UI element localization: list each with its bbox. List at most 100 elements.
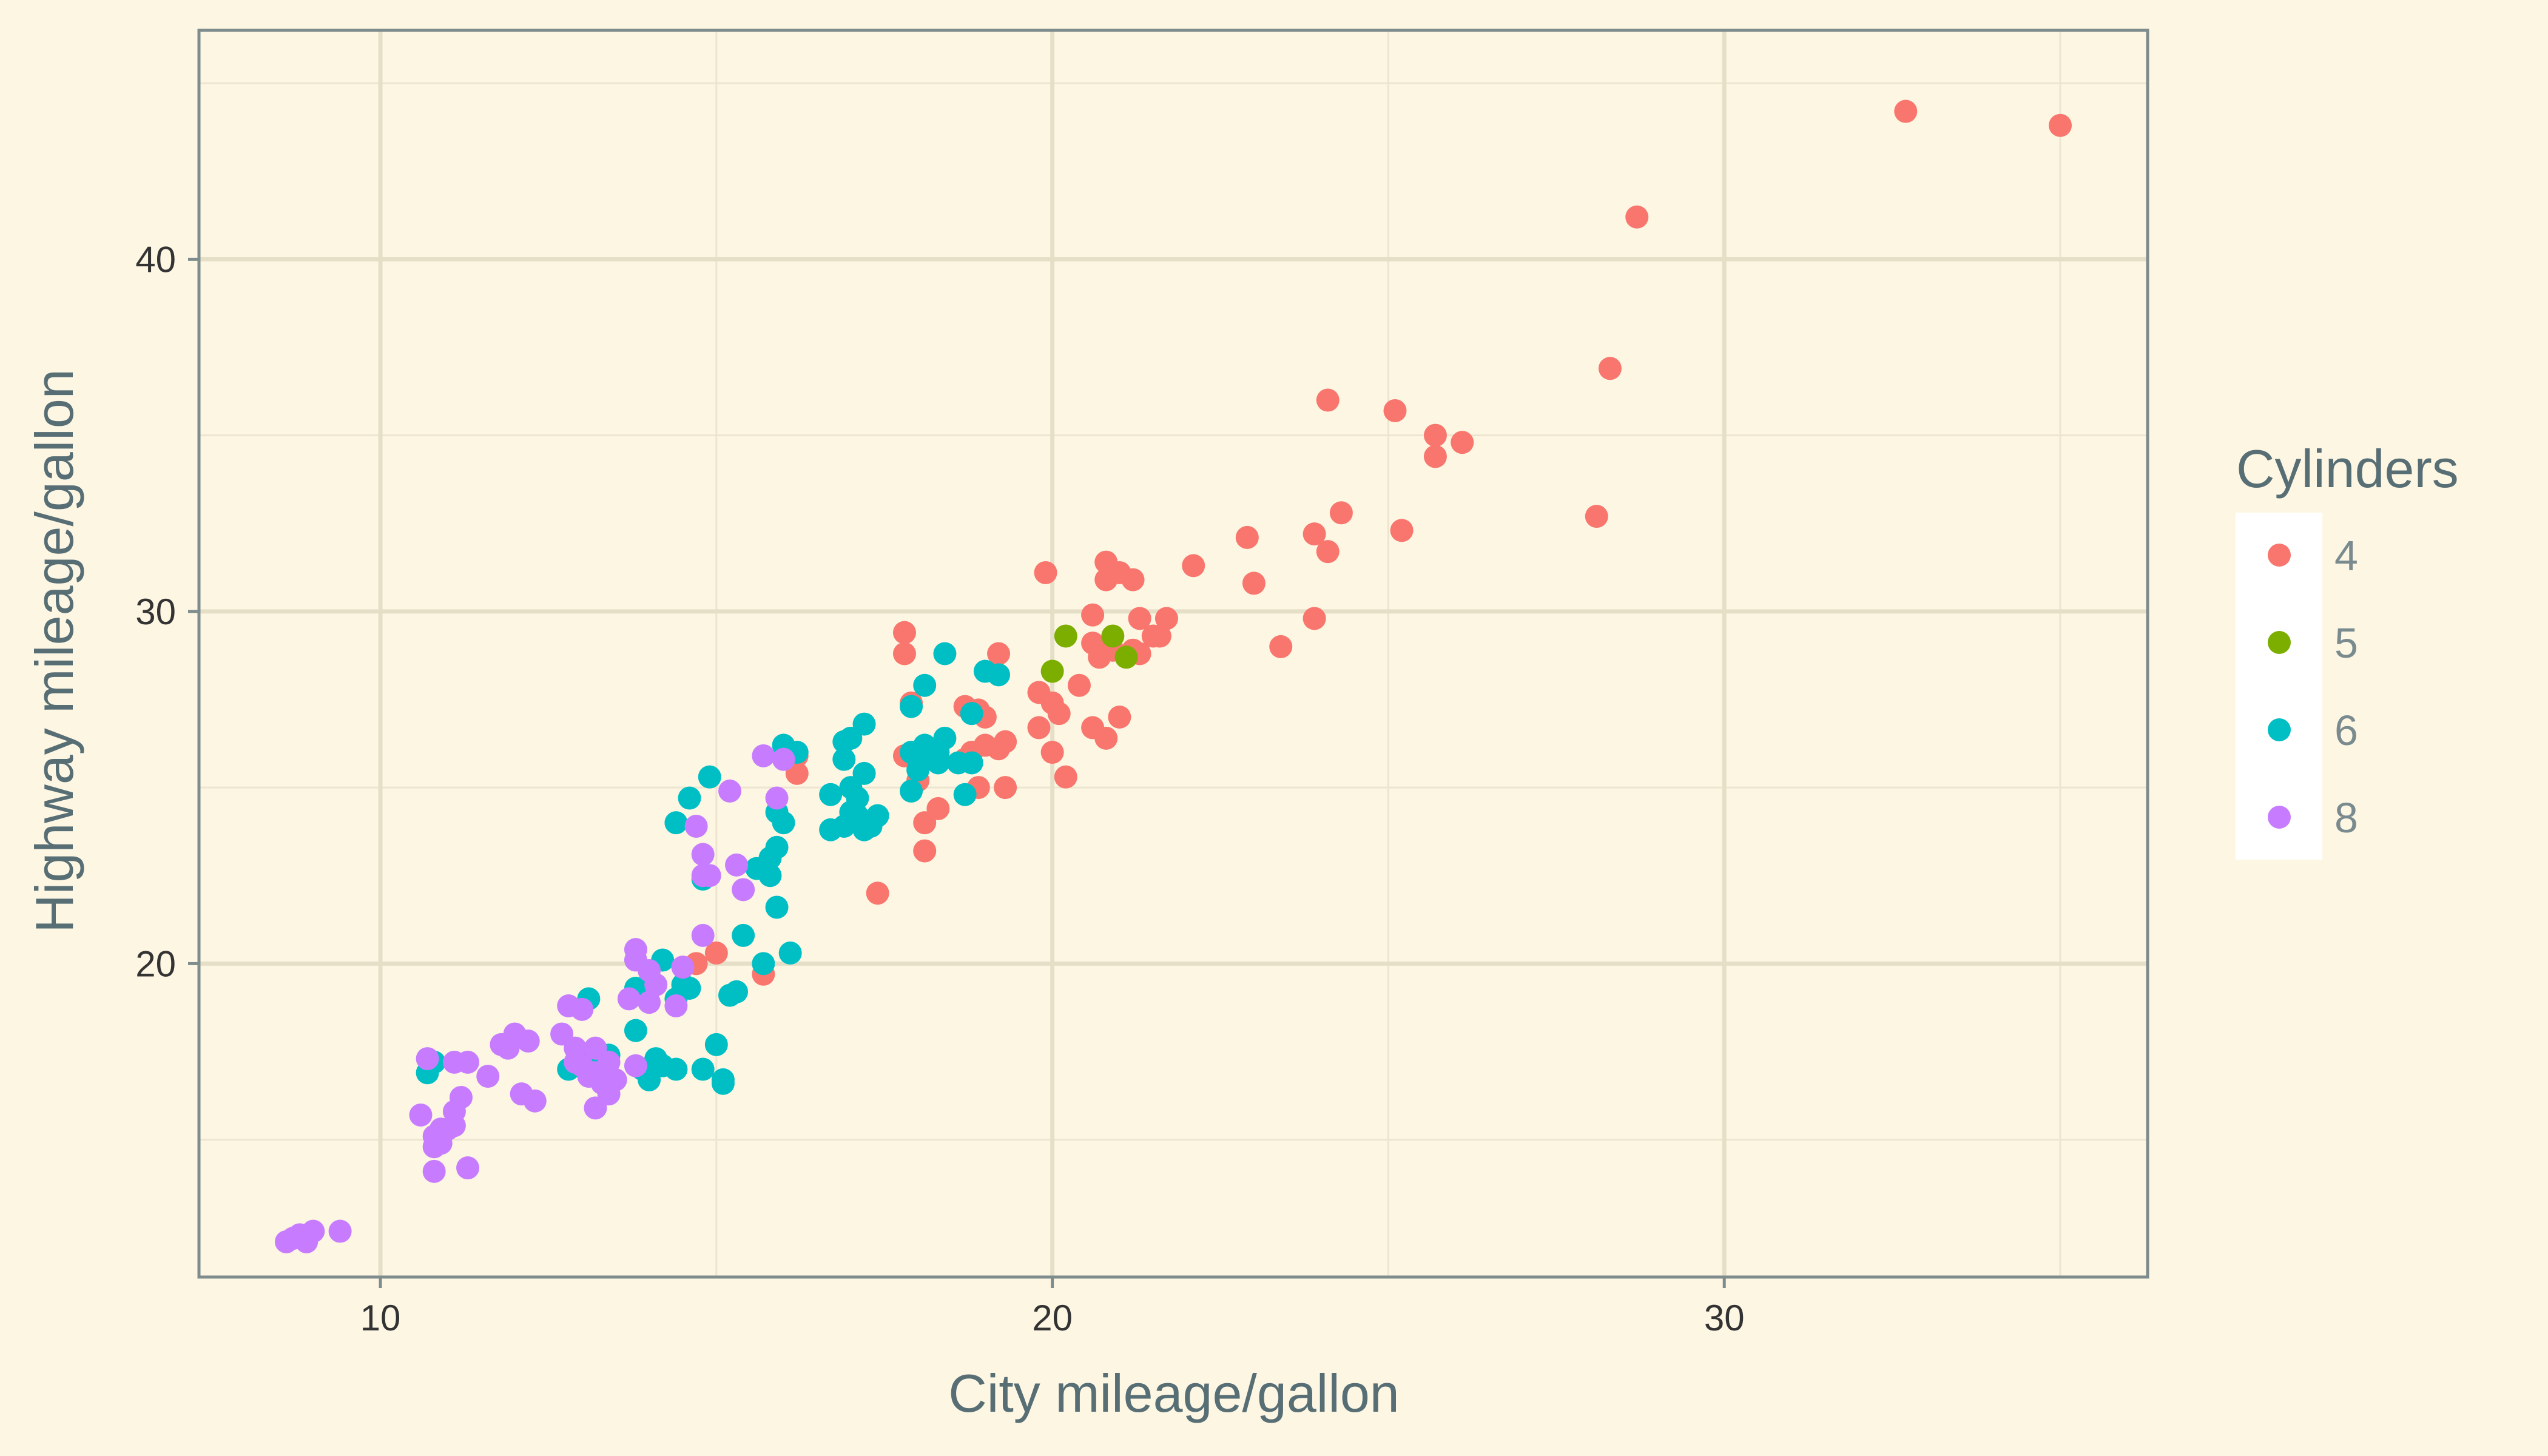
data-points	[274, 99, 2072, 1253]
data-point-cyl-4	[1598, 357, 1622, 380]
data-point-cyl-8	[295, 1230, 318, 1253]
x-tick-label: 10	[360, 1298, 401, 1338]
data-point-cyl-6	[933, 642, 957, 666]
y-tick-label: 30	[135, 592, 176, 632]
data-point-cyl-8	[422, 1159, 446, 1183]
data-point-cyl-4	[1154, 607, 1178, 630]
data-point-cyl-6	[691, 1057, 715, 1081]
legend-label-cyl-8: 8	[2334, 794, 2358, 841]
data-point-cyl-8	[584, 1096, 607, 1120]
data-point-cyl-6	[678, 976, 701, 1000]
panel-border	[197, 29, 2149, 1279]
data-point-cyl-4	[1242, 571, 1266, 595]
data-point-cyl-4	[1235, 525, 1259, 549]
data-point-cyl-8	[274, 1230, 298, 1253]
legend-title: Cylinders	[2236, 439, 2459, 499]
data-point-cyl-8	[570, 997, 594, 1021]
data-point-cyl-6	[953, 783, 977, 806]
data-point-cyl-4	[892, 621, 916, 644]
data-point-cyl-8	[691, 864, 715, 888]
data-point-cyl-4	[1585, 505, 1608, 528]
data-point-cyl-4	[1054, 765, 1077, 789]
data-point-cyl-4	[1269, 635, 1293, 658]
data-point-cyl-4	[1316, 540, 1340, 564]
data-point-cyl-4	[1423, 423, 1447, 447]
data-point-cyl-8	[416, 1047, 439, 1071]
data-point-cyl-4	[1081, 632, 1105, 655]
data-point-cyl-8	[476, 1065, 500, 1088]
data-point-cyl-8	[503, 1022, 527, 1046]
data-point-cyl-6	[758, 864, 782, 888]
data-point-cyl-6	[900, 695, 923, 718]
data-point-cyl-4	[866, 881, 889, 905]
data-point-cyl-8	[691, 843, 715, 866]
data-point-cyl-8	[409, 1103, 433, 1127]
data-point-cyl-6	[624, 1019, 647, 1042]
x-axis-title: City mileage/gallon	[948, 1363, 1400, 1423]
y-tick-label: 40	[135, 239, 176, 280]
data-point-cyl-4	[1121, 568, 1145, 592]
data-point-cyl-8	[456, 1050, 480, 1074]
data-point-cyl-4	[1034, 561, 1057, 584]
data-point-cyl-4	[994, 776, 1017, 800]
data-point-cyl-4	[1040, 741, 1064, 764]
plot-frame	[197, 29, 2149, 1279]
data-point-cyl-4	[1148, 624, 1171, 648]
data-point-cyl-8	[523, 1089, 547, 1113]
data-point-cyl-4	[1027, 681, 1051, 704]
data-point-cyl-8	[617, 987, 641, 1011]
data-point-cyl-6	[664, 811, 688, 835]
major-gridlines	[199, 30, 2148, 1277]
data-point-cyl-6	[765, 895, 789, 919]
minor-gridlines	[199, 30, 2148, 1277]
data-point-cyl-4	[987, 642, 1011, 666]
legend-label-cyl-4: 4	[2334, 532, 2358, 579]
data-point-cyl-4	[1027, 716, 1051, 740]
legend-label-cyl-6: 6	[2334, 707, 2358, 754]
data-point-cyl-6	[913, 673, 937, 697]
data-point-cyl-8	[765, 786, 789, 810]
data-point-cyl-8	[684, 814, 708, 838]
data-point-cyl-6	[819, 783, 843, 806]
data-point-cyl-4	[892, 642, 916, 666]
data-point-cyl-8	[624, 1054, 647, 1077]
data-point-cyl-8	[772, 747, 795, 771]
data-point-cyl-6	[819, 818, 843, 841]
legend-label-cyl-5: 5	[2334, 619, 2358, 667]
data-point-cyl-6	[778, 941, 802, 965]
data-point-cyl-4	[1094, 568, 1118, 592]
legend-items: 4 5 6 8	[2268, 532, 2358, 841]
data-point-cyl-4	[1108, 705, 1131, 729]
data-point-cyl-8	[664, 994, 688, 1018]
data-point-cyl-6	[926, 751, 950, 775]
data-point-cyl-4	[1067, 673, 1091, 697]
data-point-cyl-4	[1451, 431, 1474, 454]
data-point-cyl-8	[691, 923, 715, 947]
x-axis-ticks: 10 20 30	[360, 1277, 1745, 1338]
y-axis-ticks: 20 30 40	[135, 239, 199, 984]
data-point-cyl-6	[698, 765, 721, 789]
data-point-cyl-6	[704, 1033, 728, 1056]
data-point-cyl-5	[1101, 624, 1125, 648]
data-point-cyl-6	[900, 779, 923, 803]
data-point-cyl-4	[1625, 205, 1649, 229]
x-tick-label: 30	[1704, 1298, 1745, 1338]
data-point-cyl-6	[752, 952, 775, 976]
data-point-cyl-4	[1423, 445, 1447, 468]
data-point-cyl-6	[758, 846, 782, 870]
data-point-cyl-4	[1316, 388, 1340, 412]
data-point-cyl-6	[960, 702, 983, 726]
data-point-cyl-4	[1182, 554, 1205, 578]
data-point-cyl-5	[1040, 659, 1064, 683]
legend-key-cyl-8	[2268, 806, 2291, 829]
data-point-cyl-8	[725, 853, 749, 877]
data-point-cyl-4	[1329, 501, 1353, 525]
data-point-cyl-4	[1128, 607, 1151, 630]
legend-key-cyl-4	[2268, 544, 2291, 567]
legend-key-cyl-5	[2268, 631, 2291, 654]
legend-key-background	[2236, 513, 2322, 860]
data-point-cyl-8	[422, 1135, 446, 1159]
data-point-cyl-6	[732, 923, 755, 947]
